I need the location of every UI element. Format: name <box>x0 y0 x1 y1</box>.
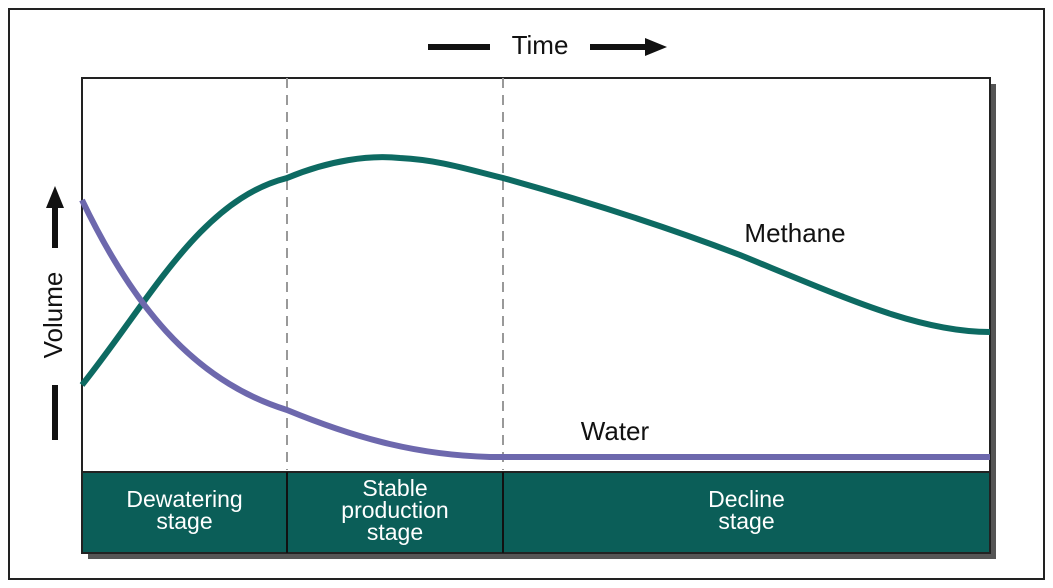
stage-label: stage <box>367 519 423 545</box>
stage-label: Stable <box>362 475 427 501</box>
stage-label: stage <box>156 508 212 534</box>
stage-labels: DewateringstageStableproductionstageDecl… <box>126 475 785 545</box>
stage-label: Decline <box>708 486 785 512</box>
stage-bar <box>81 471 991 554</box>
volume-arrowhead <box>46 186 64 208</box>
stage-label: stage <box>718 508 774 534</box>
methane-label: Methane <box>744 218 845 248</box>
water-curve <box>79 198 990 460</box>
water-label: Water <box>581 416 650 446</box>
methane-curve <box>79 154 991 387</box>
y-axis-label: Volume <box>38 272 68 359</box>
time-arrowhead <box>645 38 667 56</box>
stage-label: production <box>341 497 448 523</box>
x-axis-label: Time <box>512 30 569 60</box>
stage-label: Dewatering <box>126 486 242 512</box>
